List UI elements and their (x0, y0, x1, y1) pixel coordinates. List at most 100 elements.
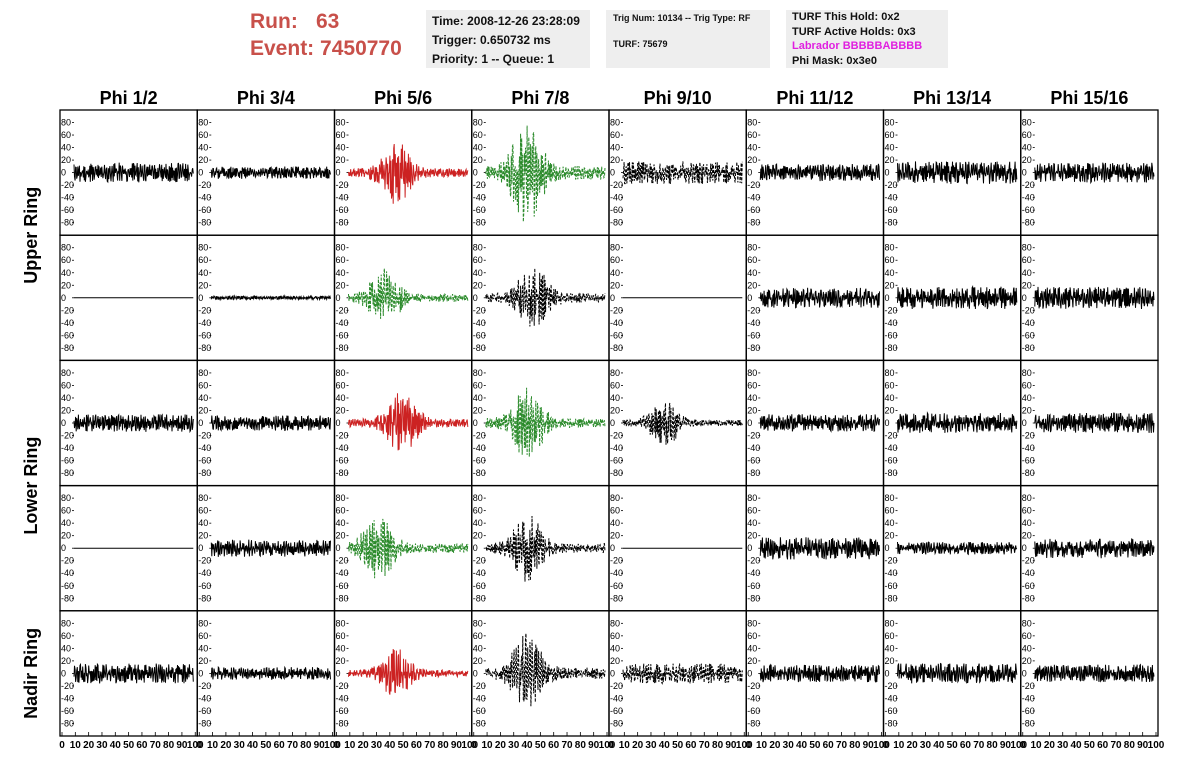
waveform-trace (485, 125, 606, 222)
y-tick-label: -40 (198, 443, 211, 453)
y-tick-label: -40 (610, 693, 623, 703)
x-tick-label: 60 (411, 740, 423, 751)
y-tick-label: -80 (473, 593, 486, 603)
waveform-trace (485, 633, 606, 707)
y-tick-label: -60 (336, 581, 349, 591)
y-tick-label: -60 (473, 706, 486, 716)
y-tick-label: -80 (885, 343, 898, 353)
y-tick-label: -40 (1022, 318, 1035, 328)
y-tick-label: 60 (610, 380, 620, 390)
y-tick-label: 0 (610, 293, 615, 303)
labrador-text: Labrador BBBBBABBBB (792, 40, 923, 52)
x-tick-label: 20 (1044, 740, 1056, 751)
y-tick-label: 80 (1022, 618, 1032, 628)
x-tick-label: 50 (1084, 740, 1096, 751)
y-tick-label: 0 (198, 418, 203, 428)
y-tick-label: 0 (198, 168, 203, 178)
y-tick-label: 20 (885, 656, 895, 666)
y-tick-label: 40 (336, 268, 346, 278)
y-tick-label: -60 (336, 456, 349, 466)
y-tick-label: -60 (747, 706, 760, 716)
x-tick-label: 40 (796, 740, 808, 751)
y-tick-label: 60 (336, 631, 346, 641)
y-tick-label: 0 (198, 543, 203, 553)
y-tick-label: 0 (610, 543, 615, 553)
y-tick-label: -80 (1022, 718, 1035, 728)
y-tick-label: -20 (473, 305, 486, 315)
y-tick-label: -20 (1022, 681, 1035, 691)
x-tick-label: 50 (535, 740, 547, 751)
x-tick-label: 30 (783, 740, 795, 751)
y-tick-label: 40 (198, 518, 208, 528)
waveform-trace (210, 294, 331, 302)
time-info-panel: Time: 2008-12-26 23:28:09 Trigger: 0.650… (426, 10, 590, 68)
y-tick-label: 0 (1022, 418, 1027, 428)
y-tick-label: -60 (473, 330, 486, 340)
y-tick-label: -80 (473, 343, 486, 353)
y-tick-label: -80 (336, 468, 349, 478)
y-tick-label: 20 (610, 656, 620, 666)
y-tick-label: -80 (1022, 218, 1035, 228)
column-header: Phi 3/4 (237, 88, 295, 108)
x-tick-label: 80 (300, 740, 312, 751)
y-tick-label: -60 (885, 330, 898, 340)
y-tick-label: 20 (336, 531, 346, 541)
y-tick-label: 0 (885, 543, 890, 553)
column-header: Phi 5/6 (374, 88, 432, 108)
y-tick-label: 20 (336, 656, 346, 666)
time-text: Time: 2008-12-26 23:28:09 (432, 14, 580, 28)
y-tick-label: 60 (1022, 631, 1032, 641)
y-tick-label: 60 (198, 380, 208, 390)
y-tick-label: 20 (61, 405, 71, 415)
x-tick-label: 10 (619, 740, 631, 751)
y-tick-label: 60 (336, 506, 346, 516)
x-tick-label: 10 (893, 740, 905, 751)
y-tick-label: -20 (885, 305, 898, 315)
y-tick-label: -80 (198, 468, 211, 478)
x-tick-label: 20 (495, 740, 507, 751)
y-tick-label: 0 (336, 543, 341, 553)
y-tick-label: 40 (473, 268, 483, 278)
y-tick-label: -80 (747, 718, 760, 728)
y-tick-label: -40 (473, 318, 486, 328)
y-tick-label: 40 (336, 143, 346, 153)
y-tick-label: -40 (336, 193, 349, 203)
x-tick-label: 50 (672, 740, 684, 751)
x-tick-label: 50 (398, 740, 410, 751)
y-tick-label: -40 (198, 568, 211, 578)
x-tick-label: 30 (920, 740, 932, 751)
y-tick-label: 60 (747, 380, 757, 390)
y-tick-label: -80 (610, 218, 623, 228)
y-tick-label: -60 (61, 205, 74, 215)
y-tick-label: 40 (198, 393, 208, 403)
y-tick-label: 20 (610, 531, 620, 541)
y-tick-label: 0 (198, 668, 203, 678)
x-tick-label: 100 (461, 740, 478, 751)
y-tick-label: -60 (747, 330, 760, 340)
x-tick-label: 10 (70, 740, 82, 751)
y-tick-label: 0 (336, 168, 341, 178)
waveform-trace (897, 284, 1018, 310)
x-tick-label: 90 (1137, 740, 1149, 751)
x-tick-label: 70 (150, 740, 162, 751)
y-tick-label: -40 (885, 443, 898, 453)
y-tick-label: 20 (1022, 405, 1032, 415)
y-tick-label: -60 (610, 706, 623, 716)
y-tick-label: -60 (1022, 581, 1035, 591)
y-tick-label: -20 (610, 556, 623, 566)
y-tick-label: 80 (885, 618, 895, 628)
x-tick-label: 60 (548, 740, 560, 751)
y-tick-label: 40 (885, 393, 895, 403)
y-tick-label: 40 (61, 393, 71, 403)
y-tick-label: -40 (198, 193, 211, 203)
waveform-trace (210, 415, 331, 432)
y-tick-label: -60 (198, 706, 211, 716)
y-tick-label: -60 (747, 205, 760, 215)
y-tick-label: -60 (336, 706, 349, 716)
y-tick-label: 80 (473, 243, 483, 253)
y-tick-label: 20 (473, 405, 483, 415)
y-tick-label: 40 (1022, 268, 1032, 278)
waveform-trace (897, 161, 1018, 185)
ring-label: Lower Ring (21, 437, 41, 535)
y-tick-label: 0 (473, 168, 478, 178)
